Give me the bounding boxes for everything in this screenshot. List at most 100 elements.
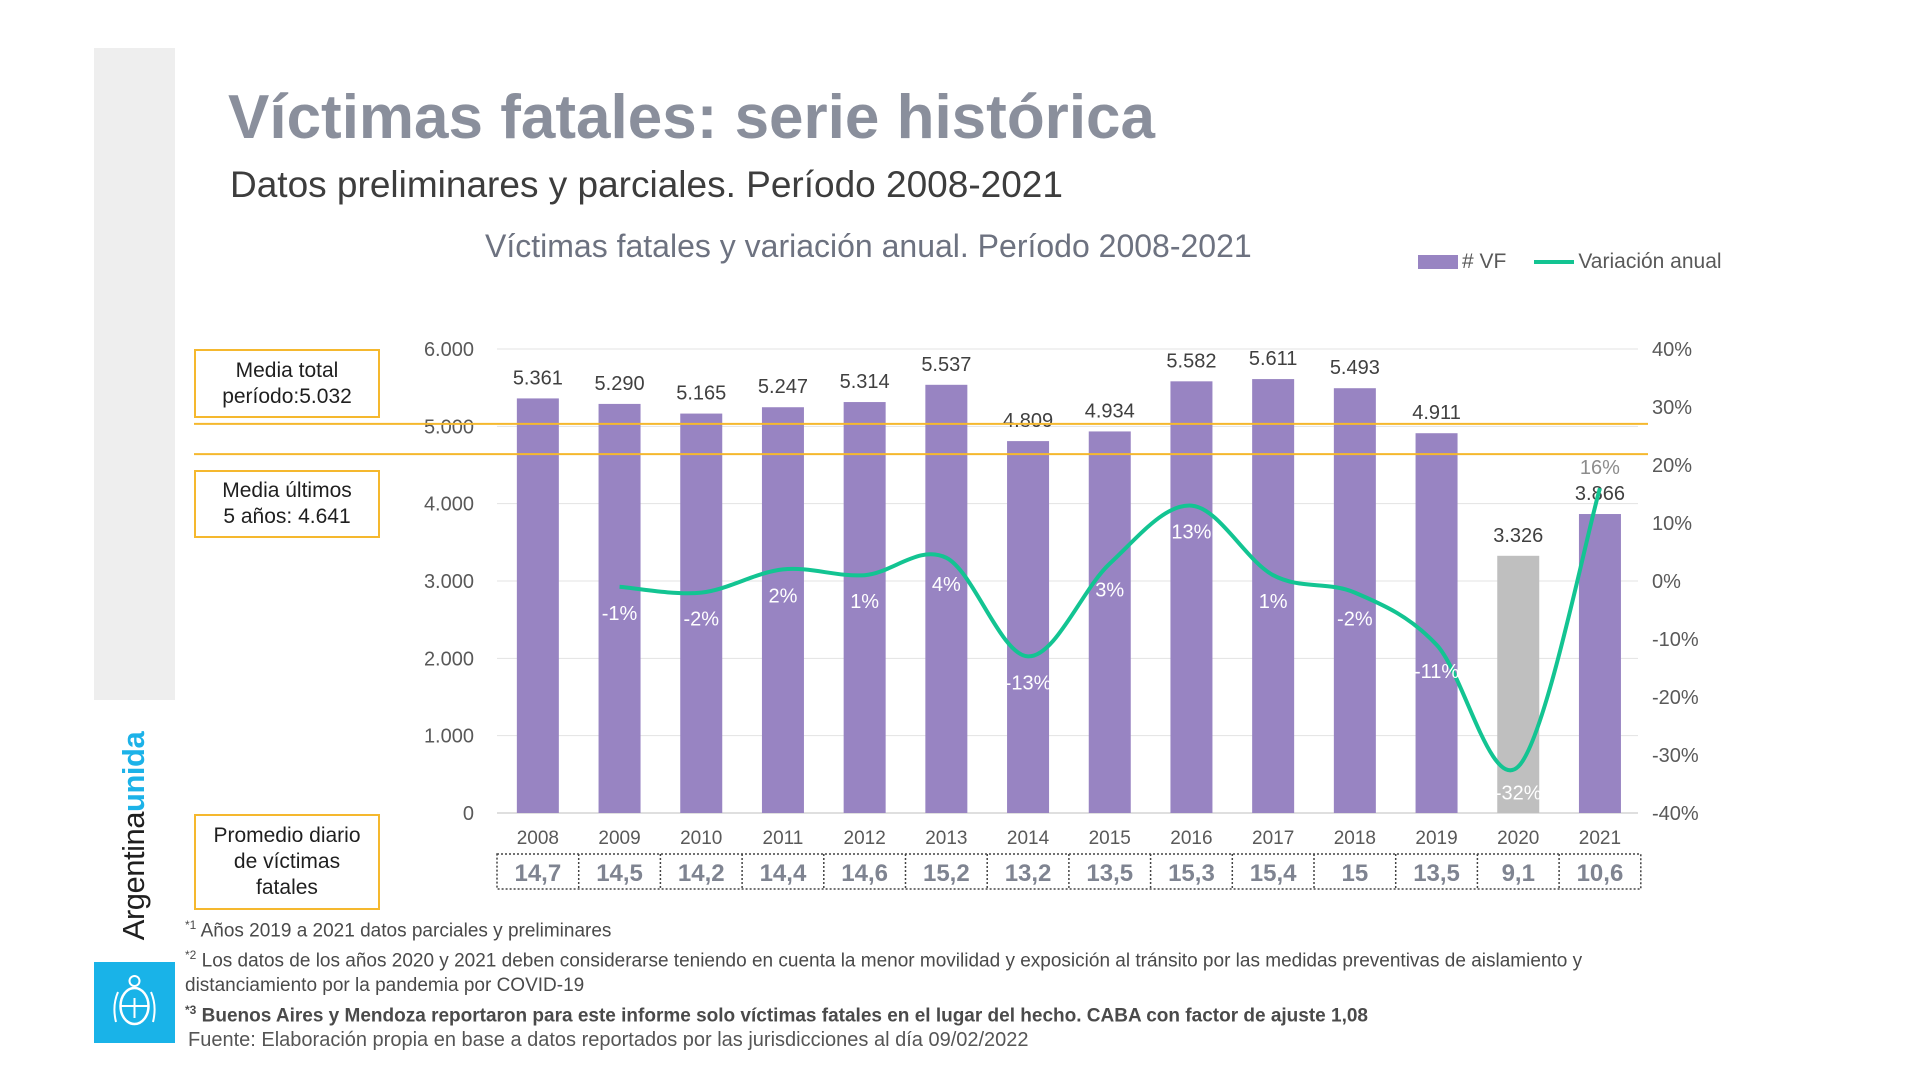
bar-2019	[1415, 433, 1458, 813]
daily-average-value: 15	[1341, 860, 1368, 887]
bar-value-label: 5.247	[758, 376, 808, 398]
bar-2009	[598, 403, 641, 813]
bar-2010	[680, 413, 723, 813]
line-value-label: 1%	[1259, 591, 1288, 613]
bar-2021	[1578, 514, 1621, 813]
daily-average-value: 15,4	[1250, 860, 1297, 887]
daily-average-value: 14,2	[678, 860, 725, 887]
line-value-label: -2%	[683, 609, 719, 631]
coat-of-arms-graphic	[113, 975, 156, 1026]
note-promedio-diario: Promedio diario de víctimas fatales	[194, 814, 380, 910]
line-value-label: 4%	[932, 574, 961, 596]
bar-2012	[843, 402, 886, 813]
line-value-label: 13%	[1171, 522, 1211, 544]
legend-line-swatch	[1534, 260, 1575, 264]
bar-value-label: 5.493	[1330, 357, 1380, 379]
left-axis-tick: 0	[463, 803, 474, 825]
bar-value-label: 5.611	[1249, 348, 1298, 370]
bar-value-label: 5.537	[921, 354, 971, 376]
daily-average-value: 14,5	[596, 860, 643, 887]
category-label: 2013	[925, 828, 967, 849]
daily-average-value: 13,2	[1005, 860, 1052, 887]
line-value-label: -2%	[1337, 609, 1373, 631]
daily-average-value: 15,2	[923, 860, 970, 887]
right-axis-tick: 30%	[1652, 397, 1692, 419]
line-value-label: 16%	[1580, 457, 1620, 479]
line-value-label: 3%	[1095, 580, 1124, 602]
footnotes: *1 Años 2019 a 2021 datos parciales y pr…	[185, 913, 1685, 1052]
bar-value-label: 5.361	[513, 367, 563, 389]
legend-bar-label: # VF	[1462, 250, 1507, 273]
side-panel	[94, 48, 175, 700]
bar-2008	[516, 398, 559, 813]
left-axis-tick: 1.000	[424, 726, 474, 748]
line-value-label: -11%	[1414, 661, 1459, 683]
category-label: 2015	[1089, 828, 1131, 849]
bar-2017	[1252, 379, 1295, 813]
right-axis-tick: -40%	[1652, 803, 1699, 825]
bar-value-label: 5.165	[676, 383, 726, 405]
bar-2020	[1497, 555, 1540, 813]
daily-average-value: 9,1	[1502, 860, 1535, 887]
page-subtitle: Datos preliminares y parciales. Período …	[230, 164, 1063, 205]
category-label: 2014	[1007, 828, 1050, 849]
category-label: 2020	[1497, 828, 1539, 849]
line-value-label: 2%	[768, 585, 797, 607]
footnote-1: *1 Años 2019 a 2021 datos parciales y pr…	[185, 918, 612, 942]
bar-2016	[1170, 381, 1213, 813]
bar-value-label: 5.314	[840, 371, 890, 393]
legend-bar-swatch	[1418, 255, 1458, 269]
left-axis-tick: 5.000	[424, 416, 474, 438]
chart-legend: # VF Variación anual	[1418, 250, 1722, 274]
right-axis-tick: -10%	[1652, 629, 1699, 651]
right-axis-tick: 40%	[1652, 339, 1692, 361]
daily-average-value: 14,7	[514, 860, 561, 887]
variation-line	[619, 487, 1602, 772]
right-axis-tick: 10%	[1652, 513, 1692, 535]
category-label: 2021	[1579, 828, 1621, 849]
bar-2014	[1007, 441, 1050, 813]
line-value-label: -32%	[1495, 783, 1542, 805]
footnote-3: *3 Buenos Aires y Mendoza reportaron par…	[185, 1002, 1368, 1026]
category-label: 2012	[844, 828, 886, 849]
category-label: 2016	[1170, 828, 1212, 849]
left-axis-tick: 6.000	[424, 339, 474, 361]
daily-average-value: 13,5	[1086, 860, 1133, 887]
bar-2015	[1088, 431, 1131, 813]
right-axis-tick: 0%	[1652, 571, 1681, 593]
daily-average-value: 14,6	[841, 860, 888, 887]
right-axis-tick: -20%	[1652, 687, 1699, 709]
bar-value-label: 3.326	[1493, 525, 1543, 547]
bar-value-label: 5.582	[1166, 350, 1216, 372]
left-axis-tick: 3.000	[424, 571, 474, 593]
source-note: Fuente: Elaboración propia en base a dat…	[188, 1028, 1029, 1051]
left-axis-tick: 4.000	[424, 494, 474, 516]
bar-value-label: 4.934	[1085, 400, 1135, 422]
right-axis-tick: 20%	[1652, 455, 1692, 477]
bar-value-label: 5.290	[595, 373, 645, 395]
category-label: 2018	[1334, 828, 1376, 849]
daily-average-value: 10,6	[1577, 860, 1624, 887]
bar-value-label: 4.911	[1412, 402, 1461, 424]
category-label: 2010	[680, 828, 722, 849]
bar-value-label: 4.809	[1003, 410, 1053, 432]
note-media-ultimos: Media últimos 5 años: 4.641	[194, 470, 380, 538]
legend-line-label: Variación anual	[1578, 250, 1722, 273]
note-media-total: Media total período:5.032	[194, 349, 380, 418]
bar-2011	[761, 407, 804, 813]
category-label: 2009	[598, 828, 640, 849]
line-value-label: 1%	[850, 591, 879, 613]
right-axis-tick: -30%	[1652, 745, 1699, 767]
page-title: Víctimas fatales: serie histórica	[228, 83, 1156, 152]
footnote-2: *2 Los datos de los años 2020 y 2021 deb…	[185, 948, 1583, 996]
left-axis-tick: 2.000	[424, 648, 474, 670]
daily-average-value: 13,5	[1413, 860, 1460, 887]
category-label: 2019	[1415, 828, 1457, 849]
line-value-label: -1%	[602, 603, 638, 625]
category-label: 2017	[1252, 828, 1294, 849]
line-value-label: -13%	[1005, 672, 1052, 694]
chart-title: Víctimas fatales y variación anual. Perí…	[485, 228, 1252, 264]
category-label: 2008	[517, 828, 559, 849]
argentina-coat-of-arms-icon	[94, 962, 175, 1043]
